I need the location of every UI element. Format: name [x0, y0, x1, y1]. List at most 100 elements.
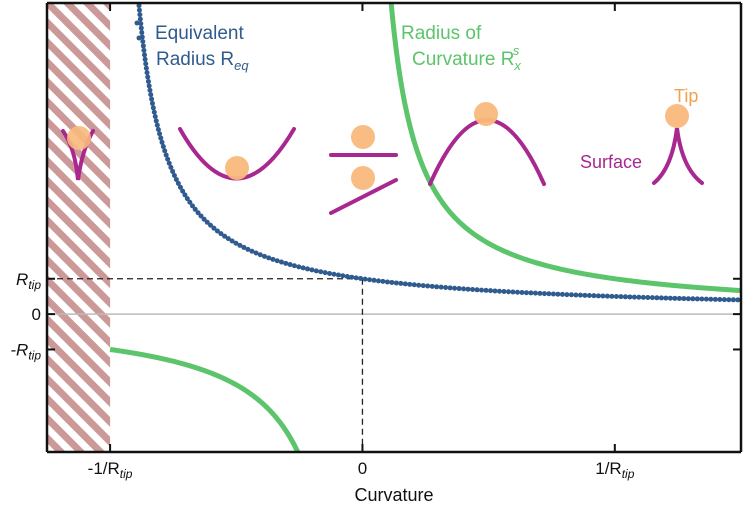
curvature-label-superscript: s — [513, 43, 520, 58]
series-equivalent-point — [153, 118, 159, 124]
series-equivalent-point — [195, 210, 201, 216]
series-equivalent-point — [241, 244, 247, 250]
series-equivalent-point — [645, 295, 651, 301]
series-equivalent-point — [514, 289, 520, 295]
x-tick-label-subscript: tip — [120, 467, 133, 481]
series-equivalent-point — [291, 263, 297, 269]
series-equivalent-point — [600, 293, 606, 299]
series-equivalent-point — [157, 131, 163, 137]
series-equivalent-point — [452, 285, 458, 291]
series-equivalent-point — [175, 180, 181, 186]
series-equivalent-point — [331, 271, 337, 277]
series-equivalent-point — [158, 135, 164, 141]
series-equivalent-point — [353, 275, 359, 281]
series-equivalent-point — [586, 293, 592, 299]
series-equivalent-point — [622, 294, 628, 300]
series-equivalent-point — [568, 292, 574, 298]
series-equivalent-point — [708, 296, 714, 302]
series-equivalent-point — [384, 279, 390, 285]
series-equivalent-point — [461, 286, 467, 292]
series-equivalent-point — [640, 294, 646, 300]
series-equivalent-point — [145, 74, 151, 80]
x-tick-label: 0 — [358, 459, 367, 478]
x-tick-label: 1/Rtip — [595, 459, 634, 481]
series-equivalent-point — [192, 206, 198, 212]
series-equivalent-point — [627, 294, 633, 300]
series-equivalent-point — [149, 96, 155, 102]
series-equivalent-point — [140, 38, 146, 44]
series-equivalent-point — [142, 56, 148, 62]
series-equivalent-point — [349, 274, 355, 280]
series-equivalent-point — [313, 268, 319, 274]
series-equivalent-point — [139, 30, 145, 36]
series-equivalent-point — [138, 21, 144, 27]
series-radius-of-curvature — [109, 3, 741, 452]
series-equivalent-point — [148, 92, 154, 98]
series-equivalent-point — [501, 288, 507, 294]
y-tick-label-subscript: tip — [28, 278, 41, 292]
series-equivalent-point — [528, 290, 534, 296]
series-equivalent-point — [204, 219, 210, 225]
forbidden-region-hatch — [47, 3, 111, 452]
series-equivalent-point — [663, 295, 669, 301]
series-equivalent-point — [300, 265, 306, 271]
series-equivalent-point — [296, 264, 302, 270]
x-axis-title: Curvature — [354, 485, 433, 505]
series-curvature-negative-branch — [109, 346, 301, 452]
illustration-valley — [178, 127, 296, 181]
series-equivalent-point — [636, 294, 642, 300]
series-equivalent-point — [685, 296, 691, 302]
series-equivalent-point — [233, 240, 239, 246]
series-equivalent-point — [168, 164, 174, 170]
series-equivalent-point — [214, 228, 220, 234]
series-label-dot — [136, 35, 142, 41]
series-equivalent-point — [180, 188, 186, 194]
series-equivalent-point — [182, 192, 188, 198]
series-equivalent-point — [358, 276, 364, 282]
illustration-hill — [428, 102, 546, 186]
y-tick-label: 0 — [32, 305, 41, 324]
surface-label: Surface — [580, 152, 642, 172]
series-equivalent-point — [649, 295, 655, 301]
series-equivalent-point — [211, 225, 217, 231]
series-equivalent-point — [249, 248, 255, 254]
series-equivalent-point — [573, 292, 579, 298]
y-tick-label-main: 0 — [32, 305, 41, 324]
series-equivalent-point — [160, 144, 166, 150]
series-equivalent-point — [735, 297, 741, 303]
series-equivalent-point — [184, 196, 190, 202]
series-equivalent-point — [278, 259, 284, 265]
series-equivalent-point — [407, 281, 413, 287]
equivalent-label-subscript: eq — [234, 58, 249, 73]
series-equivalent-point — [496, 288, 502, 294]
series-equivalent-point — [229, 238, 235, 244]
series-equivalent-point — [137, 16, 143, 22]
tip-surface-illustrations: Tip Surface — [61, 86, 704, 215]
series-equivalent-point — [362, 276, 368, 282]
series-equivalent-point — [532, 290, 538, 296]
series-equivalent-point — [546, 291, 552, 297]
series-equivalent-point — [136, 3, 142, 9]
series-equivalent-point — [253, 250, 259, 256]
series-equivalent-point — [371, 277, 377, 283]
series-equivalent-point — [147, 87, 153, 93]
series-equivalent-point — [465, 286, 471, 292]
series-equivalent-point — [672, 295, 678, 301]
series-equivalent-point — [143, 61, 149, 67]
series-equivalent-point — [541, 291, 547, 297]
series-equivalent-point — [173, 176, 179, 182]
series-equivalent-point — [690, 296, 696, 302]
series-equivalent-point — [447, 285, 453, 291]
series-equivalent-point — [198, 213, 204, 219]
series-equivalent-point — [143, 65, 149, 71]
series-equivalent-point — [166, 160, 172, 166]
series-label-radius-of-curvature: Radius of Curvature Rxs — [401, 23, 521, 73]
series-equivalent-point — [519, 289, 525, 295]
series-equivalent-point — [149, 100, 155, 106]
x-tick-label: -1/Rtip — [88, 459, 133, 481]
series-equivalent-point — [726, 297, 732, 303]
series-label-dot — [134, 20, 140, 26]
series-equivalent-point — [380, 278, 386, 284]
series-equivalent-point — [474, 287, 480, 293]
